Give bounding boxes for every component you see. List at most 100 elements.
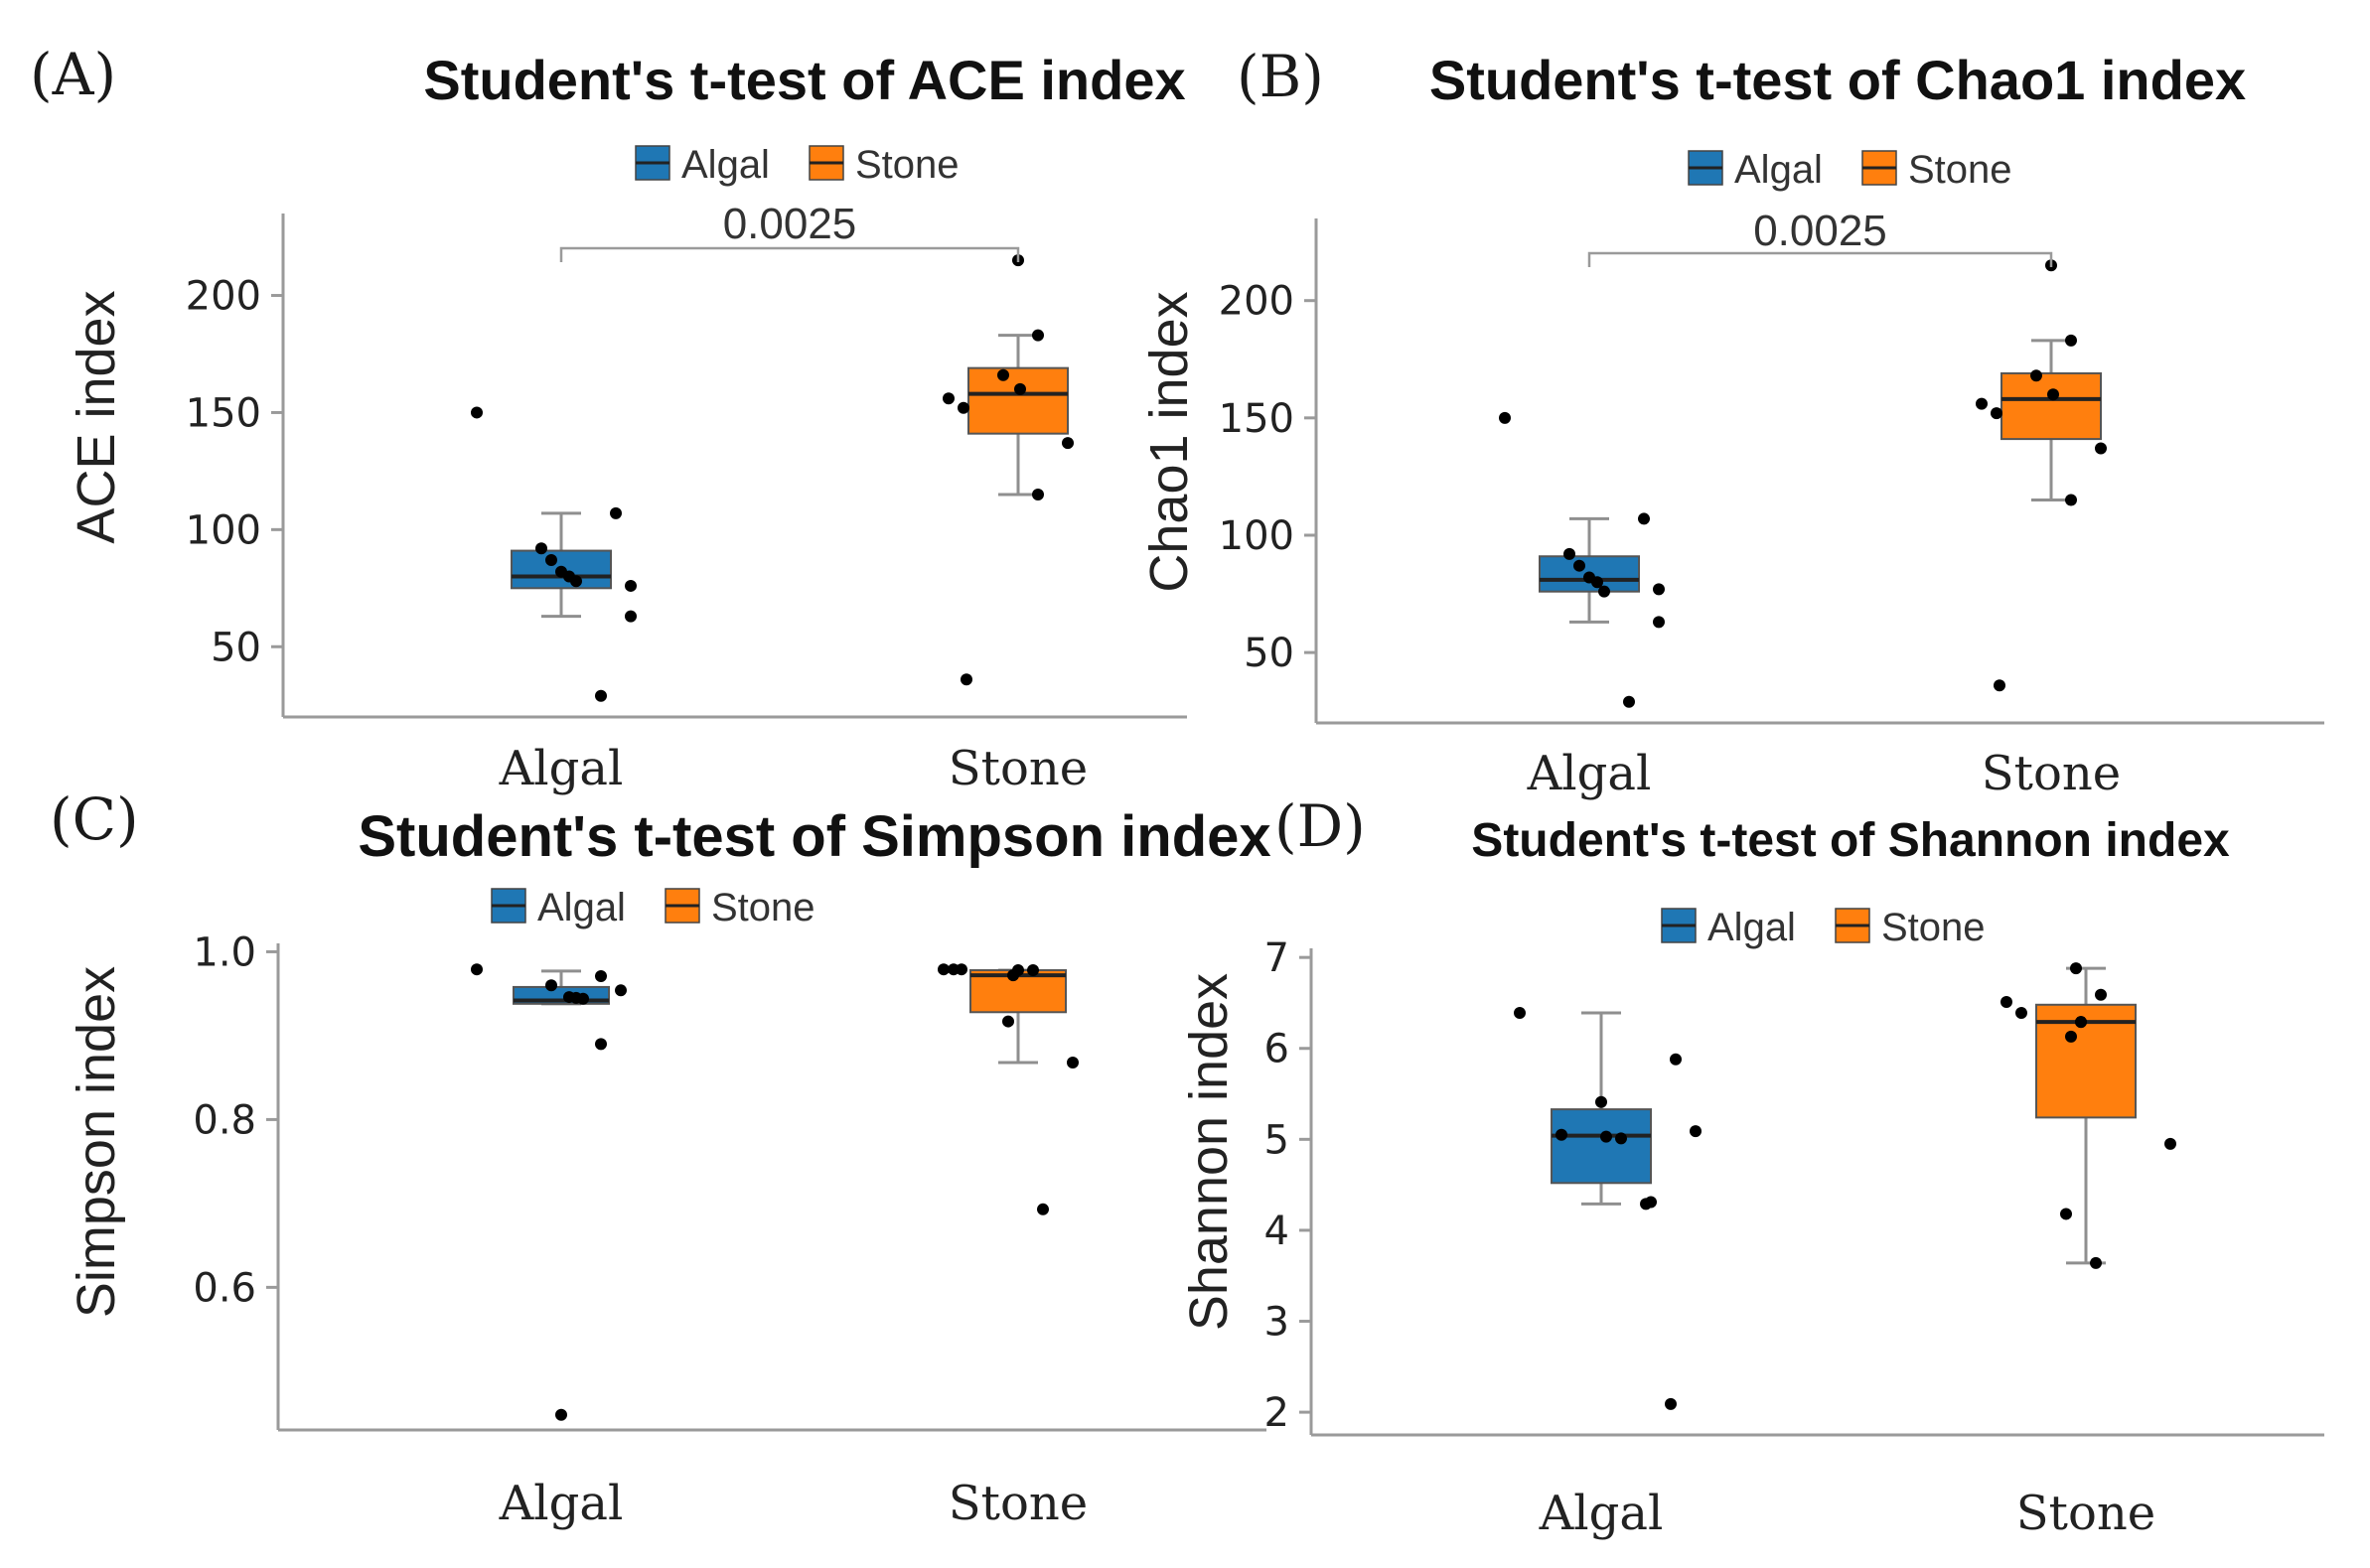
box-algal xyxy=(1539,516,1640,624)
data-point-algal xyxy=(610,506,622,519)
data-point-algal xyxy=(625,579,637,592)
data-point-algal xyxy=(1623,695,1635,708)
panel-label: (D) xyxy=(1274,792,1366,860)
legend-label-stone: Stone xyxy=(1908,148,2012,192)
data-point-stone xyxy=(938,963,950,976)
data-point-stone xyxy=(2000,996,2012,1009)
chart-title: Student's t-test of Shannon index xyxy=(1471,814,2230,867)
data-point-algal xyxy=(1653,583,1665,596)
data-point-algal xyxy=(1615,1132,1627,1145)
data-point-stone xyxy=(2065,334,2077,347)
data-point-algal xyxy=(535,542,547,555)
box-stone xyxy=(2035,966,2137,1265)
y-tick-label: 0.8 xyxy=(193,1097,256,1143)
data-point-stone xyxy=(1062,437,1074,450)
data-point-algal xyxy=(1670,1053,1682,1066)
y-axis-label: Chao1 index xyxy=(1139,291,1199,592)
x-tick-label-stone: Stone xyxy=(1982,746,2121,801)
data-point-algal xyxy=(577,992,589,1005)
data-point-algal xyxy=(1595,1095,1607,1108)
data-point-stone xyxy=(2095,442,2107,455)
panel-label: (A) xyxy=(30,41,116,108)
data-point-stone xyxy=(1027,964,1039,977)
legend-label-stone: Stone xyxy=(855,143,960,187)
y-tick-label: 100 xyxy=(1219,513,1294,559)
y-tick-label: 150 xyxy=(1219,396,1294,442)
data-point-algal xyxy=(595,969,607,982)
p-value-label: 0.0025 xyxy=(723,200,857,248)
x-tick-label-stone: Stone xyxy=(949,741,1088,796)
y-tick-label: 1.0 xyxy=(193,929,256,975)
panel-b: (B) Student's t-test of Chao1 index Alga… xyxy=(1139,43,2324,801)
box-stone xyxy=(2000,339,2102,502)
data-point-stone xyxy=(2060,1208,2072,1220)
data-point-algal xyxy=(1665,1397,1677,1410)
y-axis-label: Simpson index xyxy=(67,966,126,1318)
data-point-algal xyxy=(1499,411,1511,424)
y-axis-label: ACE index xyxy=(67,290,126,543)
panel-d: (D) Student's t-test of Shannon index Al… xyxy=(1179,792,2324,1541)
data-point-stone xyxy=(2095,988,2107,1001)
x-tick-label-algal: Algal xyxy=(1527,746,1652,801)
data-point-stone xyxy=(2065,1030,2077,1043)
data-point-algal xyxy=(615,984,627,997)
significance-bracket xyxy=(1587,251,2053,267)
data-point-stone xyxy=(1976,397,1988,410)
x-tick-label-algal: Algal xyxy=(1539,1486,1664,1541)
y-tick-label: 150 xyxy=(186,390,261,436)
box-algal xyxy=(1551,1011,1652,1206)
y-tick-label: 5 xyxy=(1264,1117,1289,1163)
chart-title: Student's t-test of Chao1 index xyxy=(1429,49,2246,111)
data-point-algal xyxy=(570,575,582,588)
data-point-stone xyxy=(2070,962,2082,975)
data-point-stone xyxy=(1037,1203,1049,1215)
data-point-algal xyxy=(1653,616,1665,629)
box-algal xyxy=(511,511,612,619)
data-point-stone xyxy=(2015,1007,2027,1020)
data-point-stone xyxy=(1032,488,1044,500)
data-point-stone xyxy=(961,673,972,686)
data-point-algal xyxy=(1690,1125,1702,1138)
y-tick-label: 2 xyxy=(1264,1390,1289,1436)
y-tick-label: 200 xyxy=(186,274,261,320)
box-body xyxy=(967,366,1069,435)
significance-bracket xyxy=(559,246,1020,262)
data-point-stone xyxy=(2164,1137,2176,1150)
data-point-algal xyxy=(1555,1128,1567,1141)
data-point-algal xyxy=(1514,1007,1526,1020)
legend-label-algal: Algal xyxy=(1734,148,1823,192)
data-point-algal xyxy=(595,1038,607,1051)
data-point-algal xyxy=(1640,1198,1652,1211)
legend-label-stone: Stone xyxy=(711,886,815,929)
y-tick-label: 100 xyxy=(186,507,261,553)
data-point-algal xyxy=(471,406,483,419)
panel-a: (A) Student's t-test of ACE index Algal S… xyxy=(30,41,1187,796)
legend-label-stone: Stone xyxy=(1881,906,1986,949)
data-point-stone xyxy=(943,392,955,405)
data-point-algal xyxy=(545,554,557,567)
x-tick-label-algal: Algal xyxy=(499,741,624,796)
data-point-stone xyxy=(1991,407,2002,420)
box-algal xyxy=(513,969,610,1006)
data-point-stone xyxy=(1007,969,1019,982)
chart-title: Student's t-test of Simpson index xyxy=(358,804,1270,869)
data-point-stone xyxy=(997,368,1009,381)
data-point-stone xyxy=(1002,1015,1014,1028)
y-tick-label: 50 xyxy=(1244,631,1294,676)
x-tick-label-stone: Stone xyxy=(949,1476,1088,1531)
y-tick-label: 0.6 xyxy=(193,1265,256,1311)
panel-label: (B) xyxy=(1237,43,1324,110)
y-tick-label: 7 xyxy=(1264,935,1289,981)
box-stone xyxy=(969,968,1067,1065)
data-point-stone xyxy=(958,401,969,414)
y-tick-label: 6 xyxy=(1264,1027,1289,1072)
data-point-algal xyxy=(1638,512,1650,525)
y-tick-label: 50 xyxy=(211,625,261,670)
data-point-algal xyxy=(471,963,483,976)
data-point-algal xyxy=(625,610,637,623)
y-axis-label: Shannon index xyxy=(1179,973,1239,1331)
panel-c: (C) Student's t-test of Simpson index Al… xyxy=(50,785,1271,1531)
data-point-algal xyxy=(1600,1130,1612,1143)
data-point-stone xyxy=(956,963,967,976)
